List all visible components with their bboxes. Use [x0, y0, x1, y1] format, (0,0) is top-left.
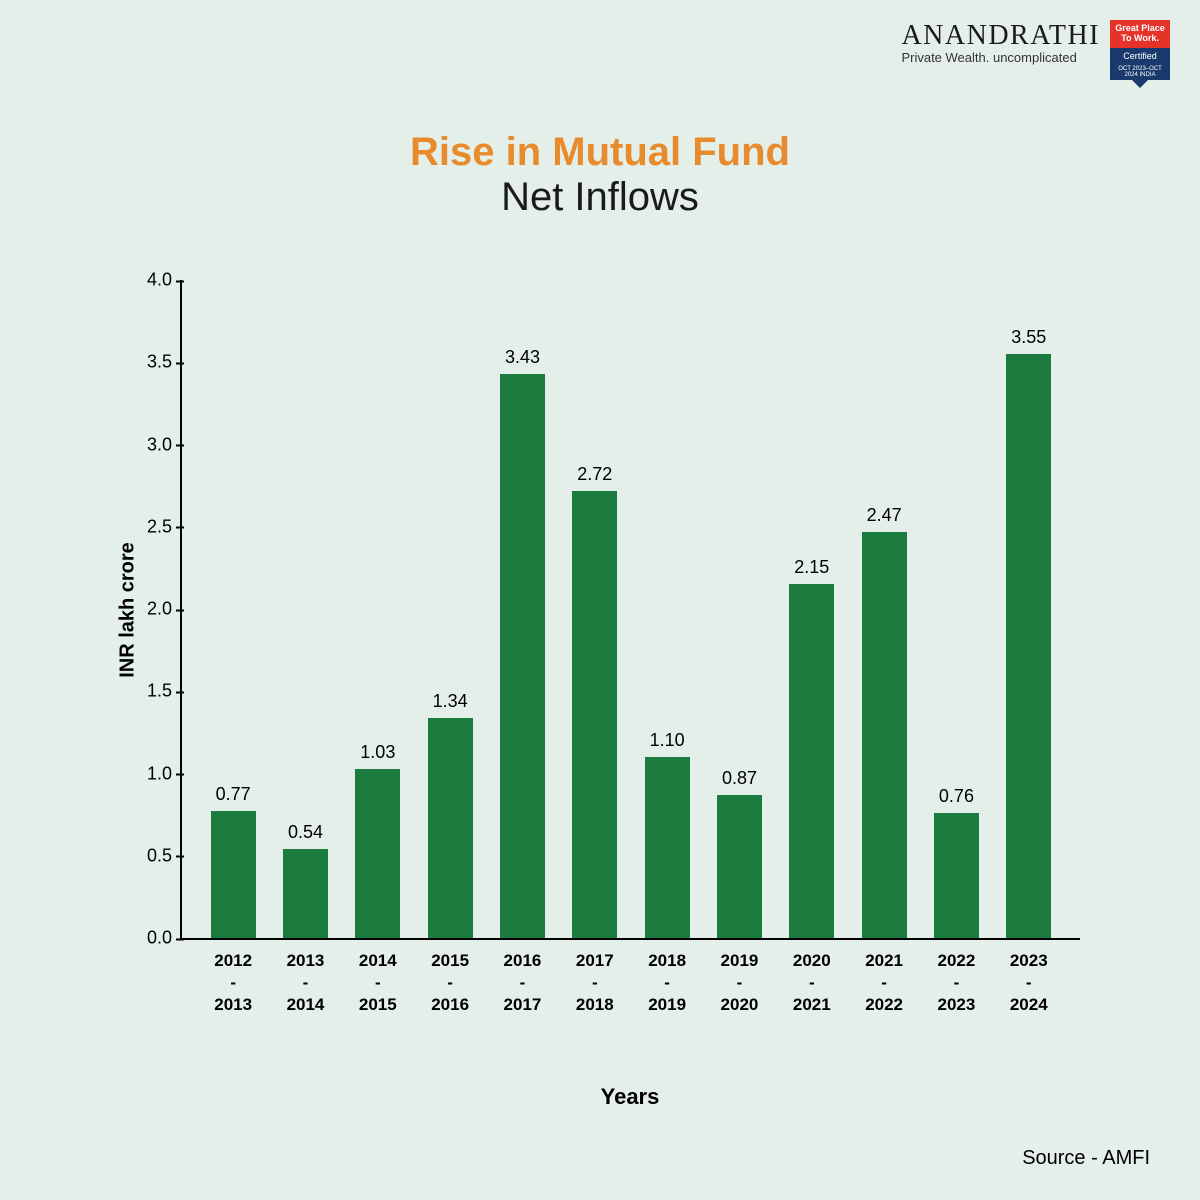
bars-container: 0.772012 - 20130.542013 - 20141.032014 -… [182, 280, 1080, 938]
y-tick: 1.0 [122, 763, 172, 784]
x-category-label: 2014 - 2015 [359, 950, 397, 1016]
bar-value-label: 1.34 [433, 691, 468, 712]
bar-value-label: 0.87 [722, 768, 757, 789]
x-category-label: 2013 - 2014 [287, 950, 325, 1016]
bar-slot: 3.432016 - 2017 [486, 280, 558, 938]
bar [572, 491, 617, 938]
bar [645, 757, 690, 938]
bar-slot: 2.152020 - 2021 [776, 280, 848, 938]
bar-value-label: 2.47 [867, 505, 902, 526]
bar [789, 584, 834, 938]
x-category-label: 2018 - 2019 [648, 950, 686, 1016]
x-category-label: 2015 - 2016 [431, 950, 469, 1016]
y-tick: 2.0 [122, 599, 172, 620]
bar-value-label: 1.03 [360, 742, 395, 763]
certification-badge: Great Place To Work. Certified OCT 2023–… [1110, 20, 1170, 80]
x-category-label: 2017 - 2018 [576, 950, 614, 1016]
bar-slot: 0.762022 - 2023 [920, 280, 992, 938]
brand-tagline: Private Wealth. uncomplicated [901, 50, 1100, 65]
x-category-label: 2012 - 2013 [214, 950, 252, 1016]
badge-mid-text: Certified [1110, 48, 1170, 64]
y-tick: 0.0 [122, 928, 172, 949]
x-category-label: 2022 - 2023 [938, 950, 976, 1016]
bar-chart: INR lakh crore 0.772012 - 20130.542013 -… [180, 280, 1080, 940]
bar-value-label: 2.15 [794, 557, 829, 578]
bar [355, 769, 400, 938]
x-category-label: 2019 - 2020 [721, 950, 759, 1016]
bar-slot: 0.542013 - 2014 [269, 280, 341, 938]
bar-slot: 2.472021 - 2022 [848, 280, 920, 938]
bar [211, 811, 256, 938]
bar [500, 374, 545, 938]
bar [862, 532, 907, 938]
bar-slot: 0.872019 - 2020 [703, 280, 775, 938]
bar-value-label: 0.54 [288, 822, 323, 843]
brand-name: ANANDRATHI [901, 20, 1100, 52]
bar-slot: 3.552023 - 2024 [993, 280, 1065, 938]
bar [934, 813, 979, 938]
bar-slot: 1.342015 - 2016 [414, 280, 486, 938]
y-tick: 4.0 [122, 270, 172, 291]
title-line-1: Rise in Mutual Fund [0, 130, 1200, 175]
bar [1006, 354, 1051, 938]
bar-slot: 1.032014 - 2015 [342, 280, 414, 938]
badge-top-text: Great Place To Work. [1110, 20, 1170, 48]
chart-title: Rise in Mutual Fund Net Inflows [0, 130, 1200, 220]
y-tick: 0.5 [122, 845, 172, 866]
bar-value-label: 3.55 [1011, 327, 1046, 348]
badge-bot-text: OCT 2023–OCT 2024 INDIA [1110, 64, 1170, 80]
bar-value-label: 0.77 [216, 784, 251, 805]
y-tick: 1.5 [122, 681, 172, 702]
bar-value-label: 0.76 [939, 786, 974, 807]
title-line-2: Net Inflows [0, 175, 1200, 220]
brand-block: ANANDRATHI Private Wealth. uncomplicated [901, 20, 1100, 65]
y-tick: 3.5 [122, 352, 172, 373]
x-category-label: 2023 - 2024 [1010, 950, 1048, 1016]
x-category-label: 2016 - 2017 [504, 950, 542, 1016]
bar [283, 849, 328, 938]
bar-value-label: 1.10 [650, 730, 685, 751]
bar-value-label: 3.43 [505, 347, 540, 368]
bar [428, 718, 473, 938]
y-tick: 2.5 [122, 516, 172, 537]
bar-slot: 2.722017 - 2018 [559, 280, 631, 938]
bar-slot: 0.772012 - 2013 [197, 280, 269, 938]
x-category-label: 2020 - 2021 [793, 950, 831, 1016]
plot-area: 0.772012 - 20130.542013 - 20141.032014 -… [180, 280, 1080, 940]
bar [717, 795, 762, 938]
source-text: Source - AMFI [1022, 1147, 1150, 1170]
bar-value-label: 2.72 [577, 464, 612, 485]
bar-slot: 1.102018 - 2019 [631, 280, 703, 938]
x-category-label: 2021 - 2022 [865, 950, 903, 1016]
y-tick: 3.0 [122, 434, 172, 455]
x-axis-label: Years [180, 1084, 1080, 1110]
